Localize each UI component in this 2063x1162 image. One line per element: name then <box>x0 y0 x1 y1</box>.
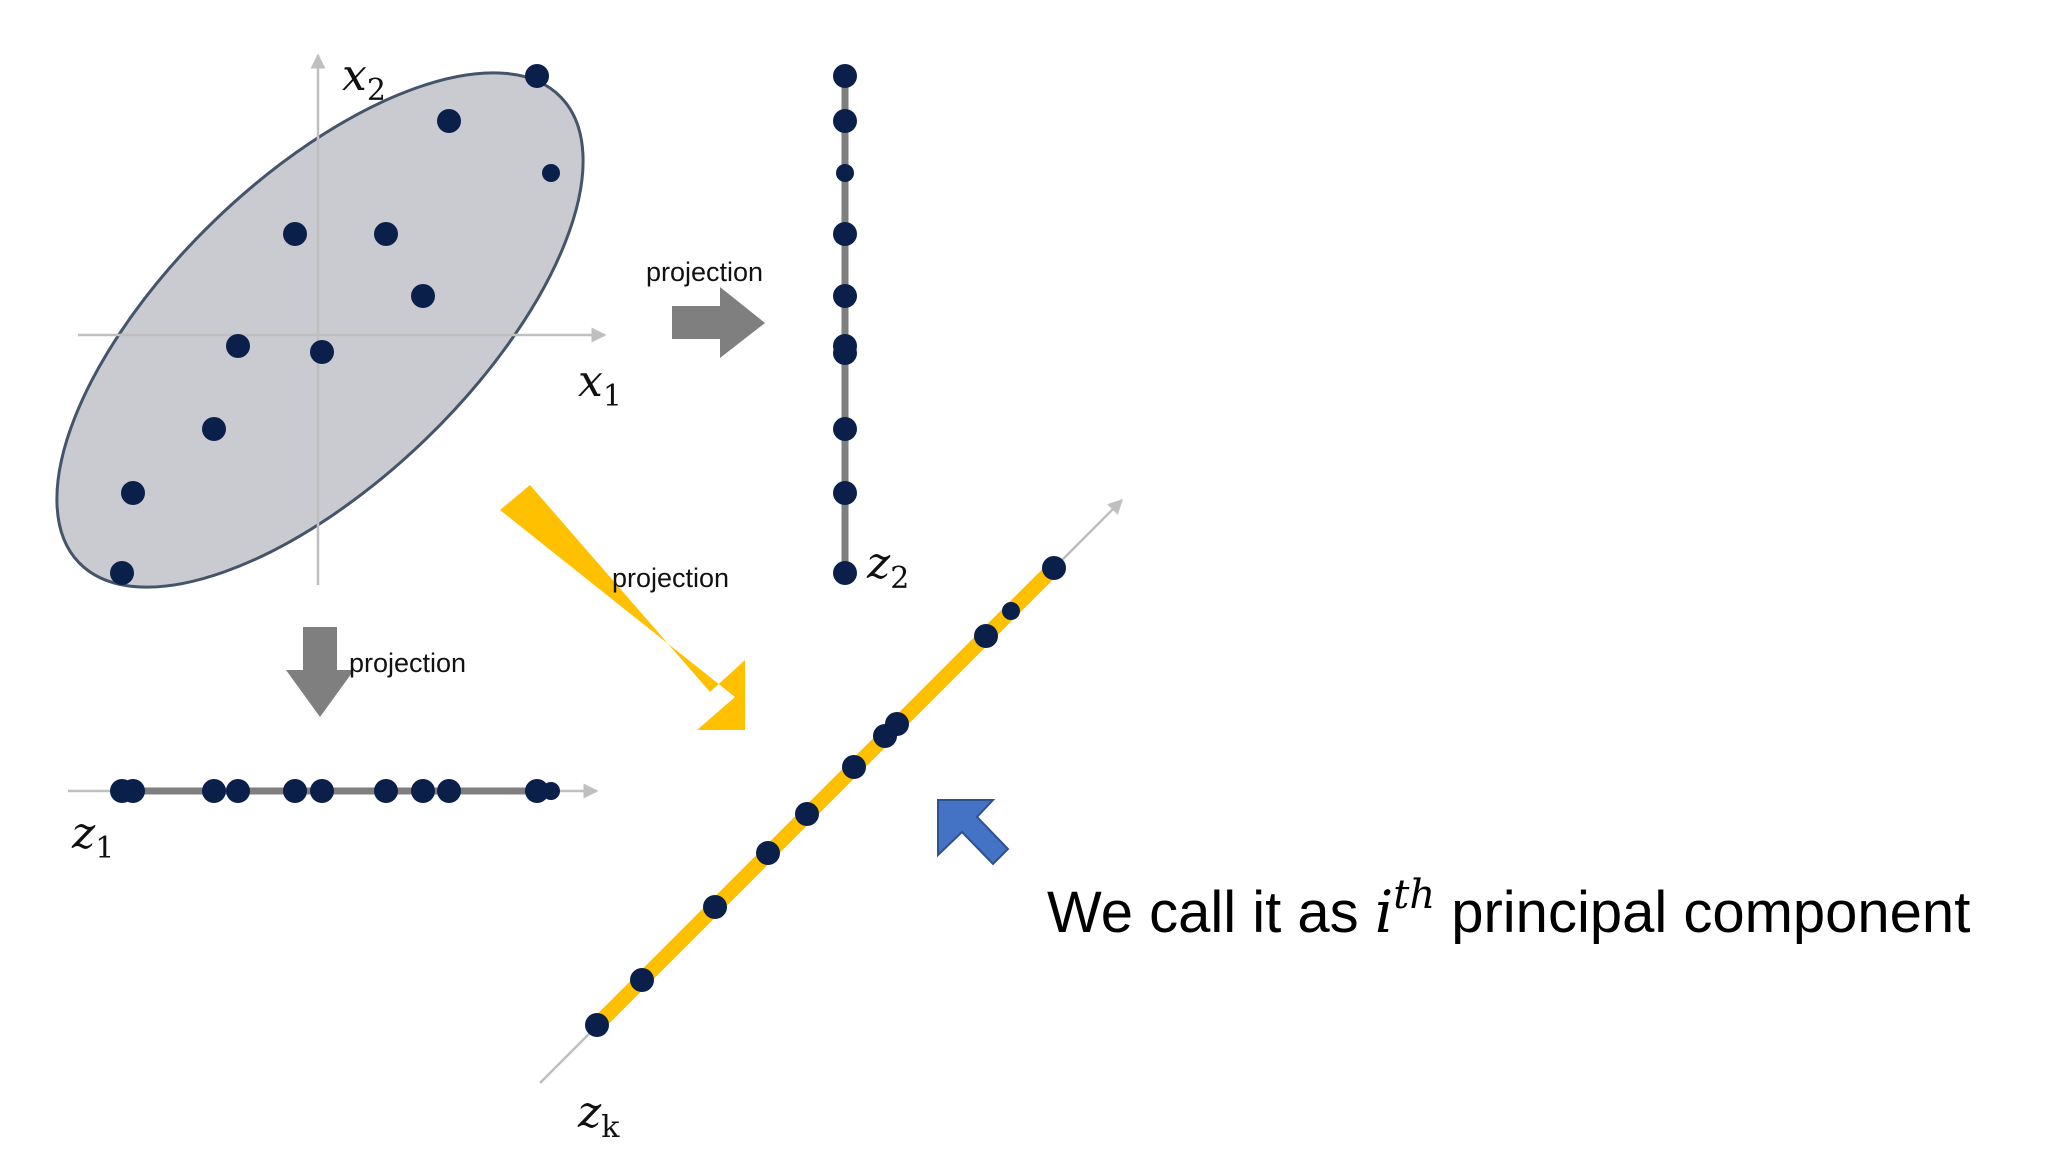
zk-points <box>585 556 1066 1037</box>
projection-label-diagonal: projection <box>612 563 729 593</box>
zk-label: zk <box>577 1087 620 1145</box>
scatter-points <box>110 64 560 585</box>
data-point <box>374 222 398 246</box>
projection-label-right: projection <box>646 257 763 287</box>
gray-arrow-right <box>672 287 765 358</box>
z1-point <box>411 779 435 803</box>
zk-point <box>1042 556 1066 580</box>
gray-arrow-down <box>286 627 354 717</box>
yellow-arrow-diagonal <box>500 485 745 730</box>
z1-label: z1 <box>71 808 114 866</box>
z1-point <box>121 779 145 803</box>
zk-point <box>756 841 780 865</box>
z2-point <box>833 481 857 505</box>
z2-label: z2 <box>866 538 909 596</box>
z2-point <box>833 109 857 133</box>
zk-point <box>795 802 819 826</box>
z2-point <box>833 64 857 88</box>
x1-label: x1 <box>578 356 622 414</box>
data-point <box>283 222 307 246</box>
z1-points <box>110 779 560 803</box>
x2-label: x2 <box>342 50 386 108</box>
z1-point <box>437 779 461 803</box>
z2-point <box>833 561 857 585</box>
z2-point <box>833 417 857 441</box>
data-point <box>437 109 461 133</box>
data-point <box>121 481 145 505</box>
zk-point <box>1002 602 1020 620</box>
z1-point <box>283 779 307 803</box>
z2-points <box>833 64 857 585</box>
z1-point <box>226 779 250 803</box>
zk-point <box>842 755 866 779</box>
blue-pointer-arrow <box>937 799 1010 866</box>
data-point <box>226 334 250 358</box>
data-point <box>542 164 560 182</box>
z2-point <box>833 341 857 365</box>
z2-point <box>833 284 857 308</box>
z2-point <box>833 222 857 246</box>
data-point <box>310 340 334 364</box>
principal-component-caption: We call it as ith principal component <box>1047 872 1970 946</box>
zk-point <box>873 724 897 748</box>
zk-point <box>585 1013 609 1037</box>
z1-point <box>525 779 549 803</box>
data-point <box>110 561 134 585</box>
data-point <box>525 64 549 88</box>
zk-point <box>630 968 654 992</box>
data-point <box>411 284 435 308</box>
zk-point <box>703 895 727 919</box>
data-ellipse <box>55 71 585 589</box>
z1-point <box>542 782 560 800</box>
zk-point <box>974 624 998 648</box>
z2-point <box>836 164 854 182</box>
z1-point <box>202 779 226 803</box>
projection-label-down: projection <box>349 648 466 678</box>
data-point <box>202 417 226 441</box>
z1-point <box>310 779 334 803</box>
z1-point <box>374 779 398 803</box>
